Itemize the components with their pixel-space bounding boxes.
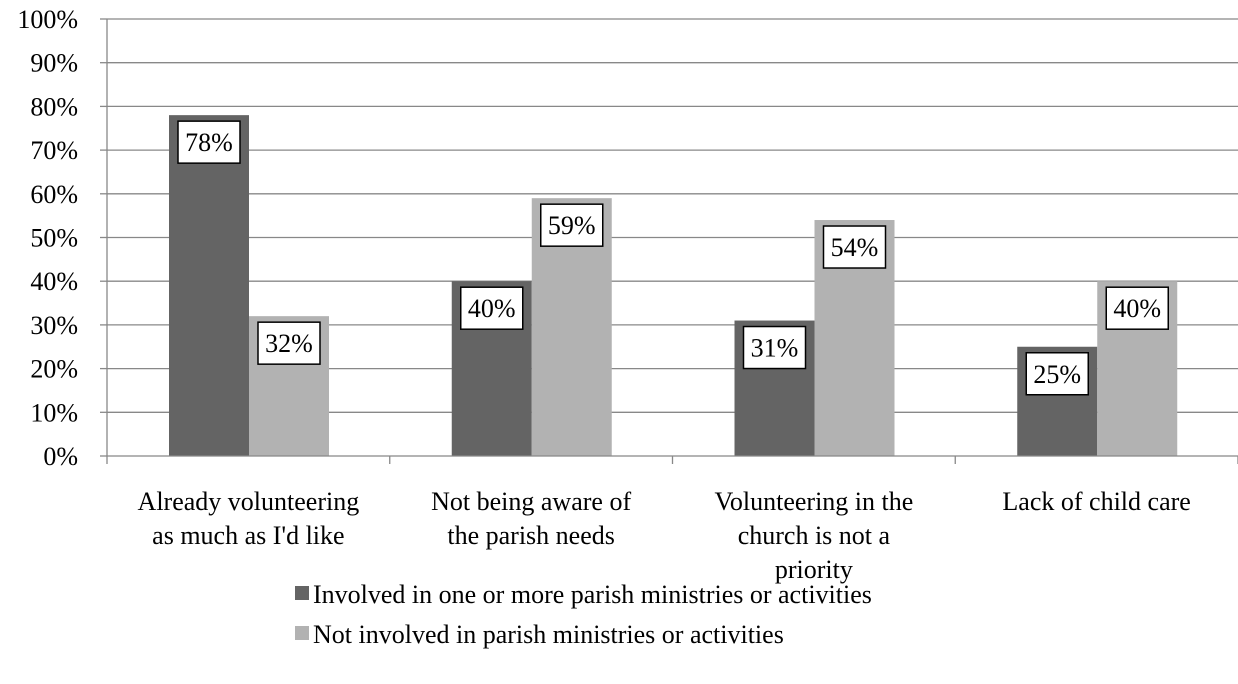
data-label-box (257, 321, 321, 365)
data-label-text: 25% (1033, 360, 1081, 389)
data-label-text: 78% (185, 128, 233, 157)
y-tick-label: 90% (30, 49, 78, 78)
data-label: 32% (257, 321, 321, 365)
data-label: 59% (540, 203, 604, 247)
data-label-text: 40% (468, 294, 516, 323)
y-tick-label: 10% (30, 398, 78, 427)
data-labels: 78% 40% 31% 25% 32% 59% 54% 40% (177, 120, 1169, 396)
data-label: 78% (177, 120, 241, 164)
legend: Involved in one or more parish ministrie… (295, 580, 872, 649)
data-label: 25% (1025, 352, 1089, 396)
data-label-box (177, 120, 241, 164)
data-label-box (822, 225, 887, 269)
x-tick-label: Already volunteering as much as I'd like (138, 487, 360, 550)
legend-swatch (295, 586, 309, 600)
legend-item: Involved in one or more parish ministrie… (295, 580, 872, 609)
data-label-text: 32% (265, 329, 313, 358)
data-label-text: 54% (831, 233, 879, 262)
axes (100, 18, 1238, 464)
x-tick-label: Volunteering in the church is not a priori… (714, 487, 913, 584)
y-tick-label: 60% (30, 180, 78, 209)
y-tick-label: 80% (30, 92, 78, 121)
data-label: 40% (460, 286, 524, 330)
y-tick-label: 50% (30, 224, 78, 253)
data-label-box (1025, 352, 1089, 396)
data-label: 31% (742, 325, 807, 370)
legend-label: Not involved in parish ministries or act… (313, 620, 784, 649)
data-label-text: 40% (1113, 294, 1161, 323)
legend-item: Not involved in parish ministries or act… (295, 620, 784, 649)
y-tick-label: 100% (17, 5, 78, 34)
y-tick-label: 70% (30, 136, 78, 165)
y-axis-ticks: 0% 10% 20% 30% 40% 50% 60% 70% 80% 90% 100% (17, 5, 78, 471)
bar (169, 115, 249, 456)
data-label-box (1105, 286, 1169, 330)
x-axis-ticks: Already volunteering as much as I'd like N… (138, 487, 1191, 584)
data-label-text: 31% (751, 334, 799, 363)
x-tick-label: Lack of child care (1002, 487, 1190, 516)
x-tick-label: Not being aware of the parish needs (431, 487, 631, 550)
y-tick-label: 40% (30, 267, 78, 296)
legend-label: Involved in one or more parish ministrie… (313, 580, 872, 609)
data-label-box (540, 203, 604, 247)
y-tick-label: 0% (43, 442, 78, 471)
bars (169, 115, 1178, 457)
data-label-box (460, 286, 524, 330)
y-tick-label: 20% (30, 355, 78, 384)
legend-swatch (295, 626, 309, 640)
data-label-box (742, 325, 807, 370)
data-label-text: 59% (548, 211, 596, 240)
y-tick-label: 30% (30, 311, 78, 340)
data-label: 54% (822, 225, 887, 269)
data-label: 40% (1105, 286, 1169, 330)
